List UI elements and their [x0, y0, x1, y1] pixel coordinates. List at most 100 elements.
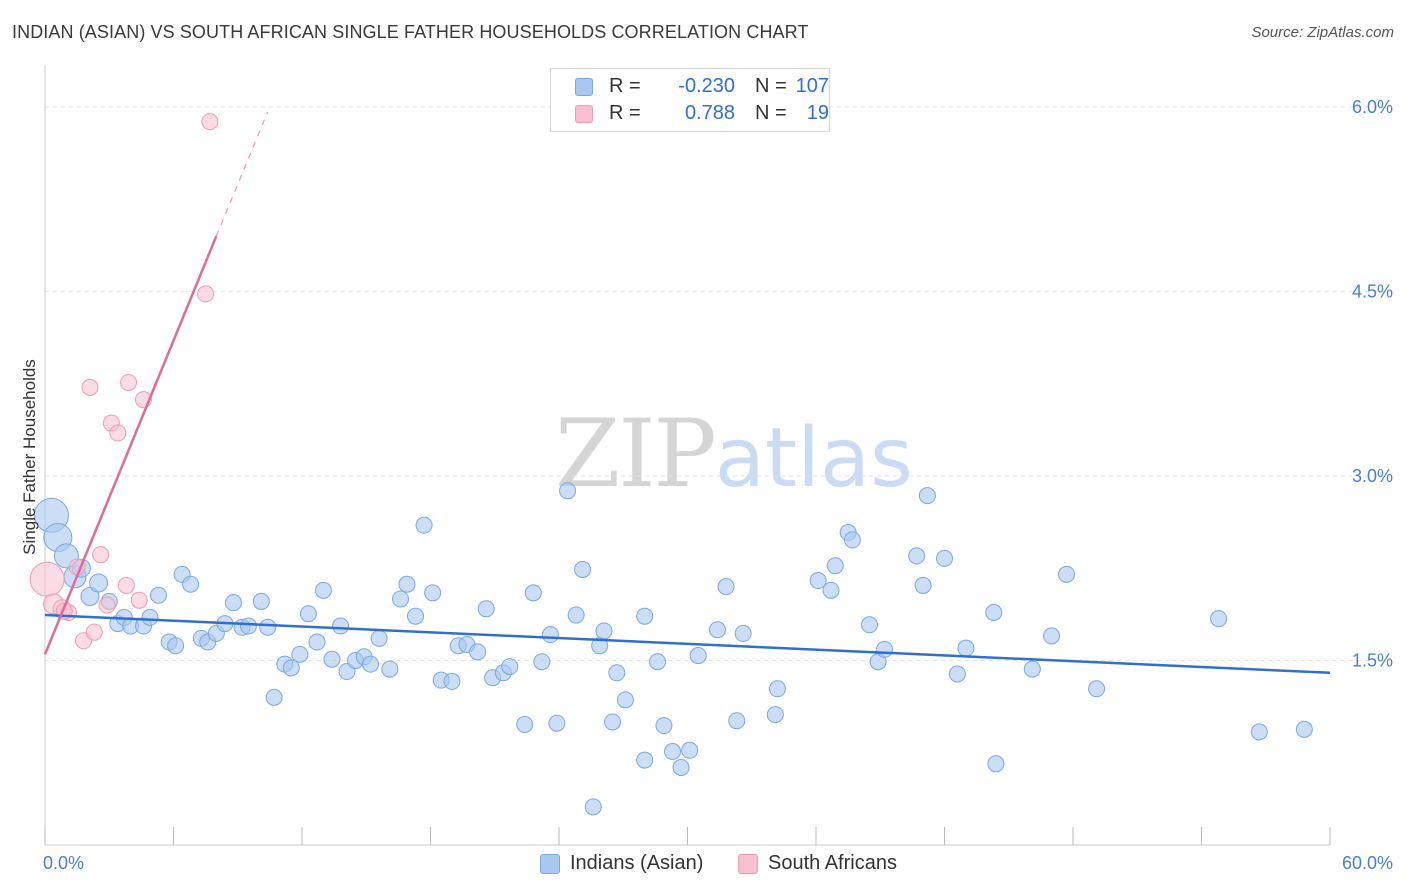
watermark-atlas: atlas: [714, 411, 913, 506]
point-indians: [308, 633, 326, 651]
point-indians: [167, 637, 185, 655]
legend-swatch-south-africans: [738, 854, 758, 874]
point-indians: [595, 622, 613, 640]
point-indians: [1043, 627, 1061, 645]
legend-swatch-south-africans: [575, 105, 593, 123]
point-indians: [664, 743, 682, 761]
trend-line-indians: [44, 613, 1331, 675]
series-indians-asian: [33, 482, 1313, 816]
point-indians: [323, 650, 341, 668]
axes: [44, 65, 1331, 846]
y-tick-label: 3.0%: [1352, 466, 1393, 486]
legend-n-label: N =: [755, 75, 787, 97]
point-south-africans: [29, 561, 65, 597]
point-indians: [708, 621, 726, 639]
point-indians: [282, 659, 300, 677]
point-indians: [398, 575, 416, 593]
point-indians: [689, 647, 707, 665]
point-indians: [1088, 680, 1106, 698]
point-indians: [948, 665, 966, 683]
point-indians: [728, 712, 746, 730]
point-indians: [314, 581, 332, 599]
point-indians: [584, 798, 602, 816]
point-indians: [332, 617, 350, 635]
point-indians: [1295, 720, 1313, 738]
point-indians: [150, 586, 168, 604]
point-south-africans: [81, 378, 99, 396]
point-indians: [224, 594, 242, 612]
point-indians: [681, 741, 699, 759]
x-tick-label-max: 60.0%: [1342, 853, 1393, 873]
point-indians: [843, 531, 861, 549]
point-indians: [443, 672, 461, 690]
point-indians: [80, 587, 100, 607]
point-indians: [415, 516, 433, 534]
point-indians: [501, 658, 519, 676]
y-axis-label: Single Father Households: [20, 359, 39, 555]
point-indians: [407, 607, 425, 625]
point-indians: [649, 653, 667, 671]
legend-r-value: 0.788: [684, 102, 735, 124]
legend-label-south-africans: South Africans: [768, 852, 897, 874]
point-indians: [424, 584, 442, 602]
point-indians: [987, 755, 1005, 773]
point-indians: [636, 751, 654, 769]
point-indians: [616, 691, 634, 709]
point-south-africans: [201, 113, 219, 131]
y-tick-label: 6.0%: [1352, 97, 1393, 117]
axis-labels: 1.5% 3.0% 4.5% 6.0% 0.0% 60.0% Single Father H…: [20, 97, 1393, 873]
legend-n-value: 107: [795, 75, 829, 97]
watermark-zip: ZIP: [555, 400, 717, 509]
series-south-africans: [29, 113, 219, 650]
point-indians: [918, 487, 936, 505]
point-indians: [252, 592, 270, 610]
point-south-africans: [109, 424, 127, 442]
point-indians: [182, 575, 200, 593]
point-indians: [370, 629, 388, 647]
point-indians: [567, 606, 585, 624]
point-indians: [768, 680, 786, 698]
point-indians: [672, 759, 690, 776]
point-indians: [608, 664, 626, 682]
point-indians: [291, 645, 309, 663]
point-indians: [265, 688, 283, 706]
point-indians: [381, 660, 399, 678]
watermark: ZIPatlas: [555, 400, 913, 509]
point-indians: [1023, 660, 1041, 678]
point-indians: [655, 717, 673, 735]
point-south-africans: [197, 285, 215, 303]
point-indians: [141, 608, 159, 626]
point-south-africans: [92, 546, 110, 564]
point-indians: [548, 714, 566, 732]
point-indians: [299, 605, 317, 623]
point-south-africans: [130, 591, 148, 609]
point-indians: [89, 573, 109, 593]
correlation-legend: R = -0.230 N = 107 R = 0.788 N = 19: [550, 68, 830, 132]
point-indians: [936, 549, 953, 567]
trend-line-south-africans-extension: [215, 111, 269, 237]
y-tick-label: 1.5%: [1352, 650, 1393, 670]
point-south-africans: [85, 623, 103, 641]
point-indians: [822, 581, 840, 599]
point-indians: [734, 624, 752, 642]
grid-lines: [45, 106, 1392, 661]
point-indians: [477, 600, 495, 618]
point-indians: [604, 713, 622, 731]
trend-line-south-africans: [43, 235, 218, 655]
chart-title: INDIAN (ASIAN) VS SOUTH AFRICAN SINGLE F…: [12, 22, 809, 42]
point-indians: [861, 616, 879, 634]
trend-lines: [43, 111, 1331, 675]
point-indians: [717, 578, 735, 596]
legend-label-indians: Indians (Asian): [570, 852, 704, 874]
point-indians: [533, 653, 551, 671]
x-tick-label-min: 0.0%: [43, 853, 84, 873]
point-indians: [524, 584, 542, 602]
point-indians: [516, 715, 534, 733]
point-indians: [908, 547, 926, 565]
point-indians: [985, 604, 1003, 621]
point-south-africans: [98, 596, 116, 614]
legend-n-label: N =: [755, 102, 787, 124]
point-indians: [392, 590, 410, 608]
point-indians: [1210, 610, 1228, 628]
